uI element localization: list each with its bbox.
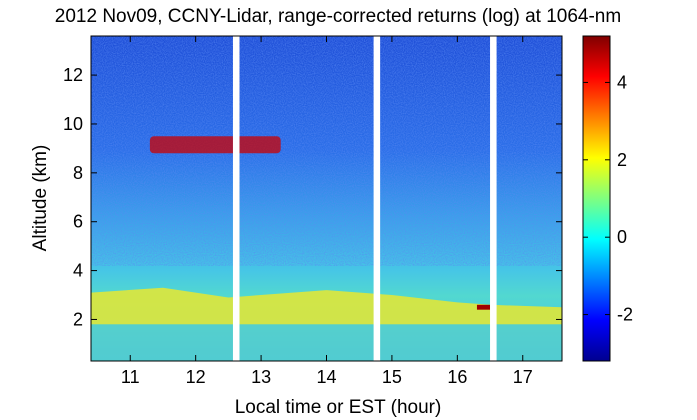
chart-title: 2012 Nov09, CCNY-Lidar, range-corrected … [55,6,621,27]
data-gap-3 [490,36,497,361]
colorbar-tick-label: -2 [617,305,633,325]
x-tick-label: 12 [186,367,206,387]
cirrus-cloud [149,136,281,154]
x-tick-label: 17 [513,367,533,387]
colorbar-tick-label: 0 [617,227,627,247]
near-surface-layer [91,324,562,361]
colorbar-tick-label: 2 [617,150,627,170]
x-tick-label: 11 [121,367,140,387]
x-tick-label: 14 [316,367,336,387]
colorbar-frame [582,35,611,362]
x-tick-label: 13 [251,367,271,387]
x-tick-label: 16 [447,367,467,387]
y-tick-label: 12 [63,65,83,85]
aerosol-layer [91,287,562,325]
y-tick-label: 4 [73,261,83,281]
y-tick-label: 6 [73,212,83,232]
colorbar-tick-label: 4 [617,72,627,92]
data-gap-1 [232,36,240,361]
plot-area [91,36,562,361]
x-tick-label: 15 [382,367,402,387]
y-tick-label: 2 [73,309,83,329]
data-gap-2 [373,36,381,361]
y-axis-label: Altitude (km) [30,145,51,252]
y-axis: 2 4 6 8 10 12 [63,65,562,329]
y-tick-label: 10 [63,114,83,134]
data-gaps [232,36,497,361]
x-axis: 11 12 13 14 15 16 17 [121,36,533,387]
low-cloud [476,304,491,310]
colorbar: -2 0 2 4 [582,35,633,362]
y-tick-label: 8 [73,163,83,183]
colorbar-ticks: -2 0 2 4 [583,72,633,325]
x-axis-label: Local time or EST (hour) [235,397,442,418]
heatmap-features [91,136,562,361]
colorbar-gradient [583,36,610,361]
